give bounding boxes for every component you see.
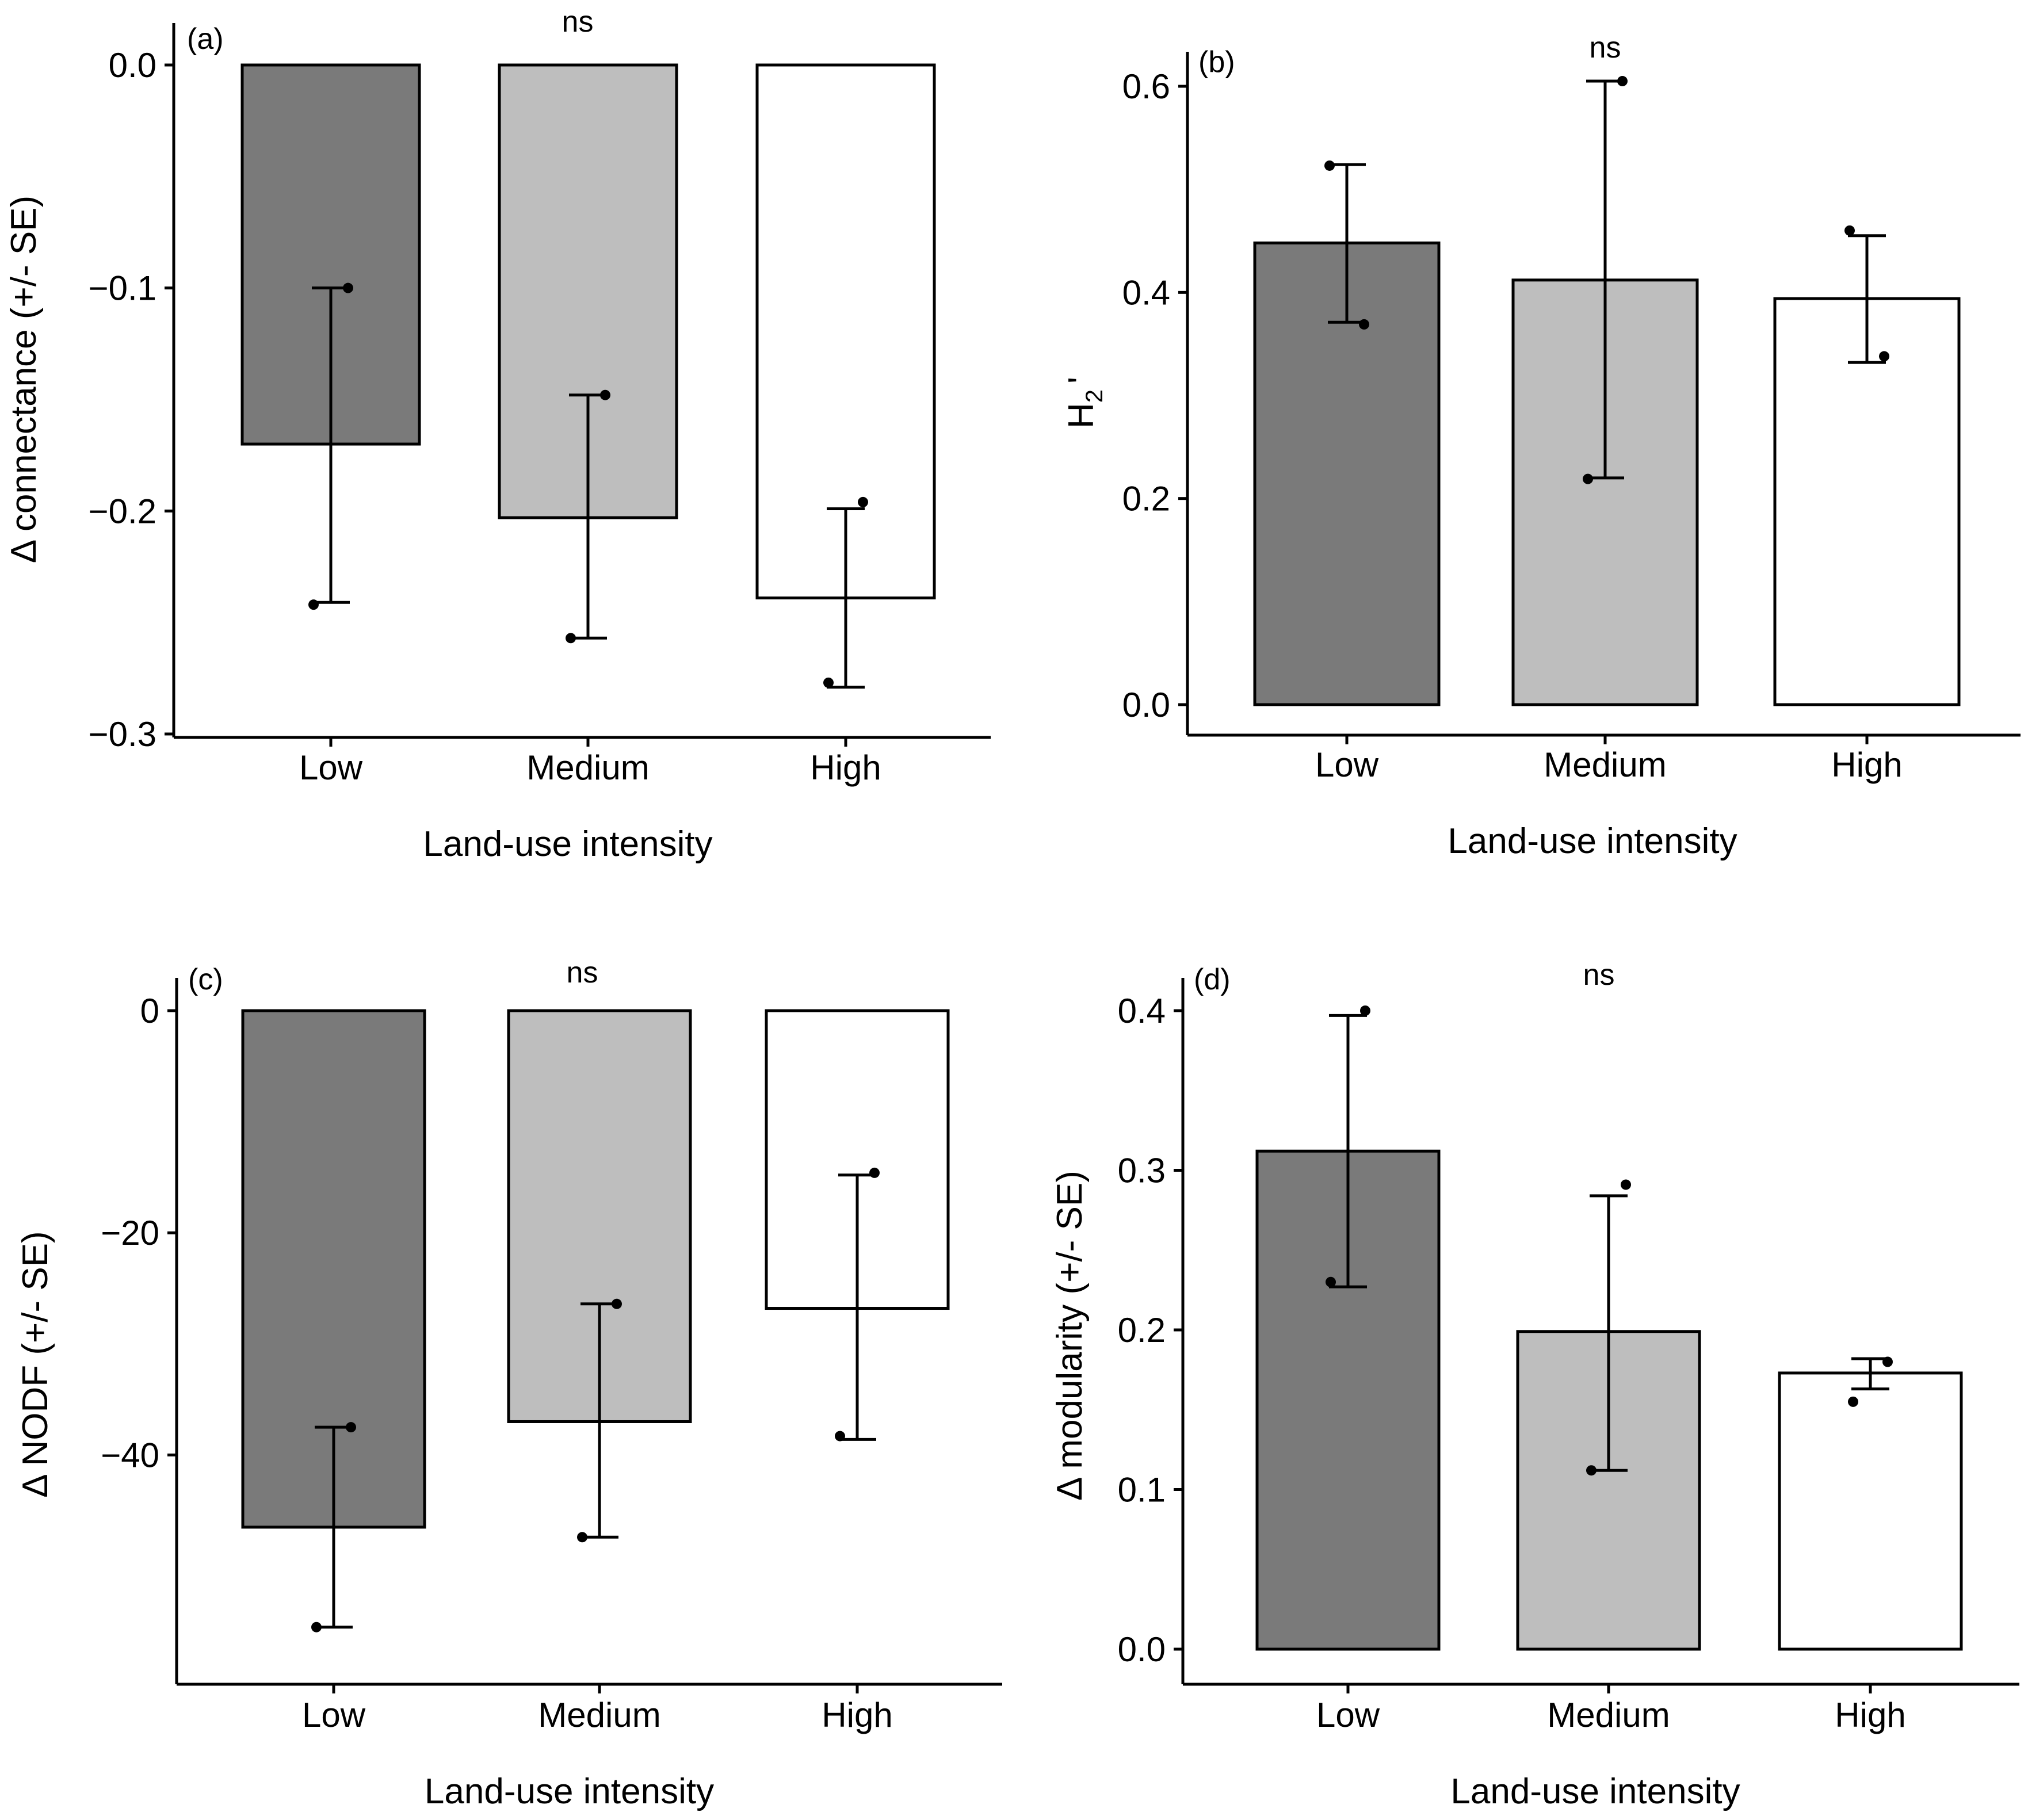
error-bar-high (1851, 1357, 1889, 1391)
x-tick-label-low: Low (302, 1696, 366, 1734)
data-point-low (1324, 160, 1335, 171)
y-axis-title-prime: ' (1061, 377, 1101, 384)
data-point-medium (1621, 1179, 1631, 1190)
significance-label: ns (562, 5, 594, 39)
data-point-medium (1583, 473, 1593, 484)
bar-high (1778, 1371, 1963, 1651)
x-tick-label-medium: Medium (538, 1696, 660, 1734)
x-tick-label-medium: Medium (1544, 745, 1666, 784)
error-bar-high (1848, 234, 1886, 364)
panel-c: −40 −20 0 Low Medium High Land-use intensity Δ … (16, 956, 1002, 1811)
y-axis-title-main: H (1061, 403, 1101, 429)
panel-d: 0.0 0.1 0.2 0.3 0.4 Low Medium High Land-use int… (1050, 958, 2019, 1811)
x-tick-label-medium: Medium (1547, 1696, 1670, 1734)
bar-high (1773, 297, 1961, 706)
data-point-high (1848, 1396, 1858, 1407)
y-tick-label: −0.2 (89, 492, 156, 530)
significance-label: ns (1583, 958, 1615, 992)
data-point-medium (1586, 1465, 1597, 1476)
data-point-high (858, 496, 868, 507)
y-tick-label: −0.3 (89, 715, 156, 754)
x-axis-title: Land-use intensity (423, 824, 712, 864)
data-point-high (1879, 351, 1889, 362)
y-axis-title: Δ NODF (+/- SE) (16, 1231, 55, 1497)
significance-label: ns (567, 956, 598, 989)
y-axis-title: Δ connectance (+/- SE) (4, 196, 44, 563)
panel-tag: (d) (1194, 963, 1231, 996)
data-point-low (343, 282, 353, 293)
y-tick-label: −20 (101, 1214, 159, 1252)
y-axis-title: H2 ' (1061, 377, 1107, 429)
error-bar-low (1329, 1014, 1367, 1288)
x-tick-label-low: Low (299, 748, 363, 787)
y-tick-label: 0.2 (1122, 480, 1170, 518)
data-point-low (1326, 1276, 1336, 1287)
bar-high (755, 63, 936, 600)
data-point-high (869, 1167, 880, 1178)
y-tick-label: −40 (101, 1436, 159, 1474)
y-tick-label: 0.3 (1118, 1152, 1166, 1190)
data-point-low (1360, 1005, 1370, 1016)
y-tick-label: 0.0 (109, 46, 156, 85)
panel-b: 0.0 0.2 0.4 0.6 Low Medium High Land-use intens… (1061, 31, 2021, 861)
x-axis-title: Land-use intensity (1448, 821, 1737, 861)
data-point-medium (1617, 76, 1628, 87)
y-tick-label: −0.1 (89, 269, 156, 308)
x-tick-label-high: High (1835, 1696, 1905, 1734)
y-tick-label: 0.1 (1118, 1471, 1166, 1509)
data-point-medium (566, 633, 576, 644)
y-axis-title-subscript: 2 (1080, 389, 1107, 403)
data-point-high (835, 1431, 845, 1442)
data-point-high (823, 677, 834, 688)
panel-a: −0.3 −0.2 −0.1 0.0 Low Medium High Land-use int… (4, 5, 991, 864)
significance-label: ns (1590, 31, 1621, 64)
x-tick-label-low: Low (1316, 1696, 1380, 1734)
data-point-medium (577, 1532, 587, 1543)
error-bar-high (827, 507, 865, 689)
y-tick-label: 0 (140, 992, 159, 1030)
x-axis-title: Land-use intensity (1450, 1772, 1740, 1811)
x-tick-label-high: High (822, 1696, 892, 1734)
x-axis-title: Land-use intensity (425, 1772, 714, 1811)
data-point-high (1844, 225, 1855, 236)
y-axis-title: Δ modularity (+/- SE) (1050, 1171, 1090, 1501)
panel-tag: (b) (1198, 45, 1235, 79)
y-tick-label: 0.0 (1122, 686, 1170, 724)
data-point-low (311, 1622, 322, 1632)
y-tick-label: 0.6 (1122, 67, 1170, 106)
panel-tag: (c) (188, 963, 223, 996)
panel-tag: (a) (187, 22, 224, 56)
y-tick-label: 0.2 (1118, 1311, 1166, 1349)
x-tick-label-high: High (810, 748, 881, 787)
x-tick-label-high: High (1831, 745, 1902, 784)
data-point-low (1359, 319, 1369, 330)
data-point-high (1882, 1356, 1893, 1367)
data-point-medium (612, 1298, 622, 1309)
y-tick-label: 0.4 (1122, 273, 1170, 312)
data-point-medium (600, 389, 610, 400)
y-tick-label: 0.0 (1118, 1630, 1166, 1669)
data-point-low (346, 1422, 356, 1433)
x-tick-label-medium: Medium (526, 748, 649, 787)
y-tick-label: 0.4 (1118, 992, 1166, 1030)
data-point-low (308, 599, 319, 610)
x-tick-label-low: Low (1315, 745, 1379, 784)
